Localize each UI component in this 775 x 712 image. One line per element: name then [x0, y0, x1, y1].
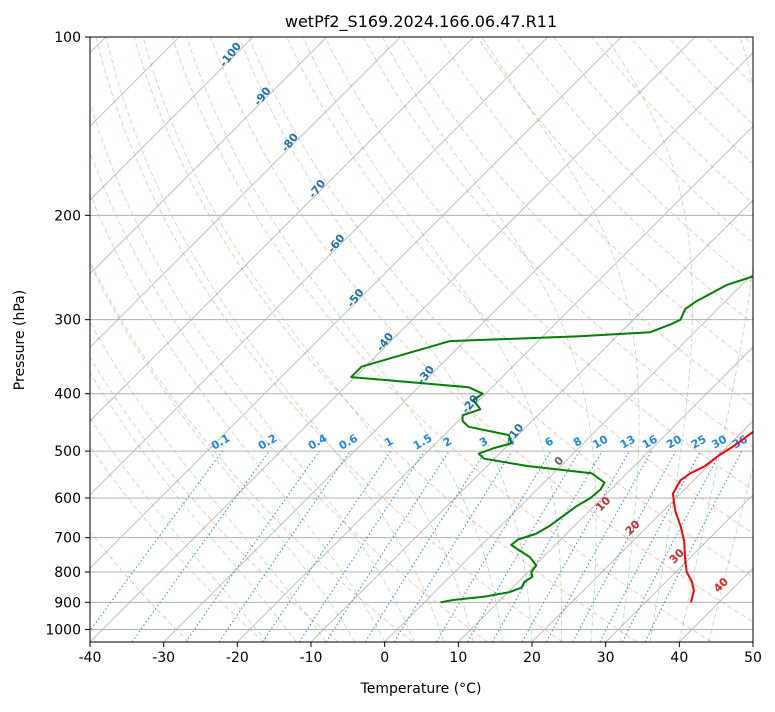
y-tick-label: 400 — [54, 387, 81, 403]
y-tick-label: 700 — [54, 531, 81, 547]
y-tick-label: 100 — [54, 30, 81, 46]
x-tick-label: 20 — [523, 650, 541, 666]
x-tick-label: 0 — [380, 650, 389, 666]
x-tick-label: -10 — [300, 650, 323, 666]
x-tick-label: 10 — [449, 650, 467, 666]
x-tick-label: 40 — [670, 650, 688, 666]
x-tick-label: -20 — [226, 650, 249, 666]
x-tick-label: 50 — [744, 650, 762, 666]
y-tick-label: 1000 — [45, 622, 81, 638]
y-tick-label: 600 — [54, 491, 81, 507]
x-axis-label: Temperature (°C) — [360, 681, 482, 697]
y-axis-label: Pressure (hPa) — [12, 290, 28, 390]
y-tick-label: 200 — [54, 208, 81, 224]
x-tick-label: -30 — [152, 650, 175, 666]
y-tick-label: 800 — [54, 565, 81, 581]
y-tick-label: 500 — [54, 444, 81, 460]
x-tick-label: 30 — [597, 650, 615, 666]
y-tick-label: 900 — [54, 595, 81, 611]
x-tick-label: -40 — [79, 650, 102, 666]
y-tick-label: 300 — [54, 313, 81, 329]
chart-title: wetPf2_S169.2024.166.06.47.R11 — [285, 12, 557, 32]
